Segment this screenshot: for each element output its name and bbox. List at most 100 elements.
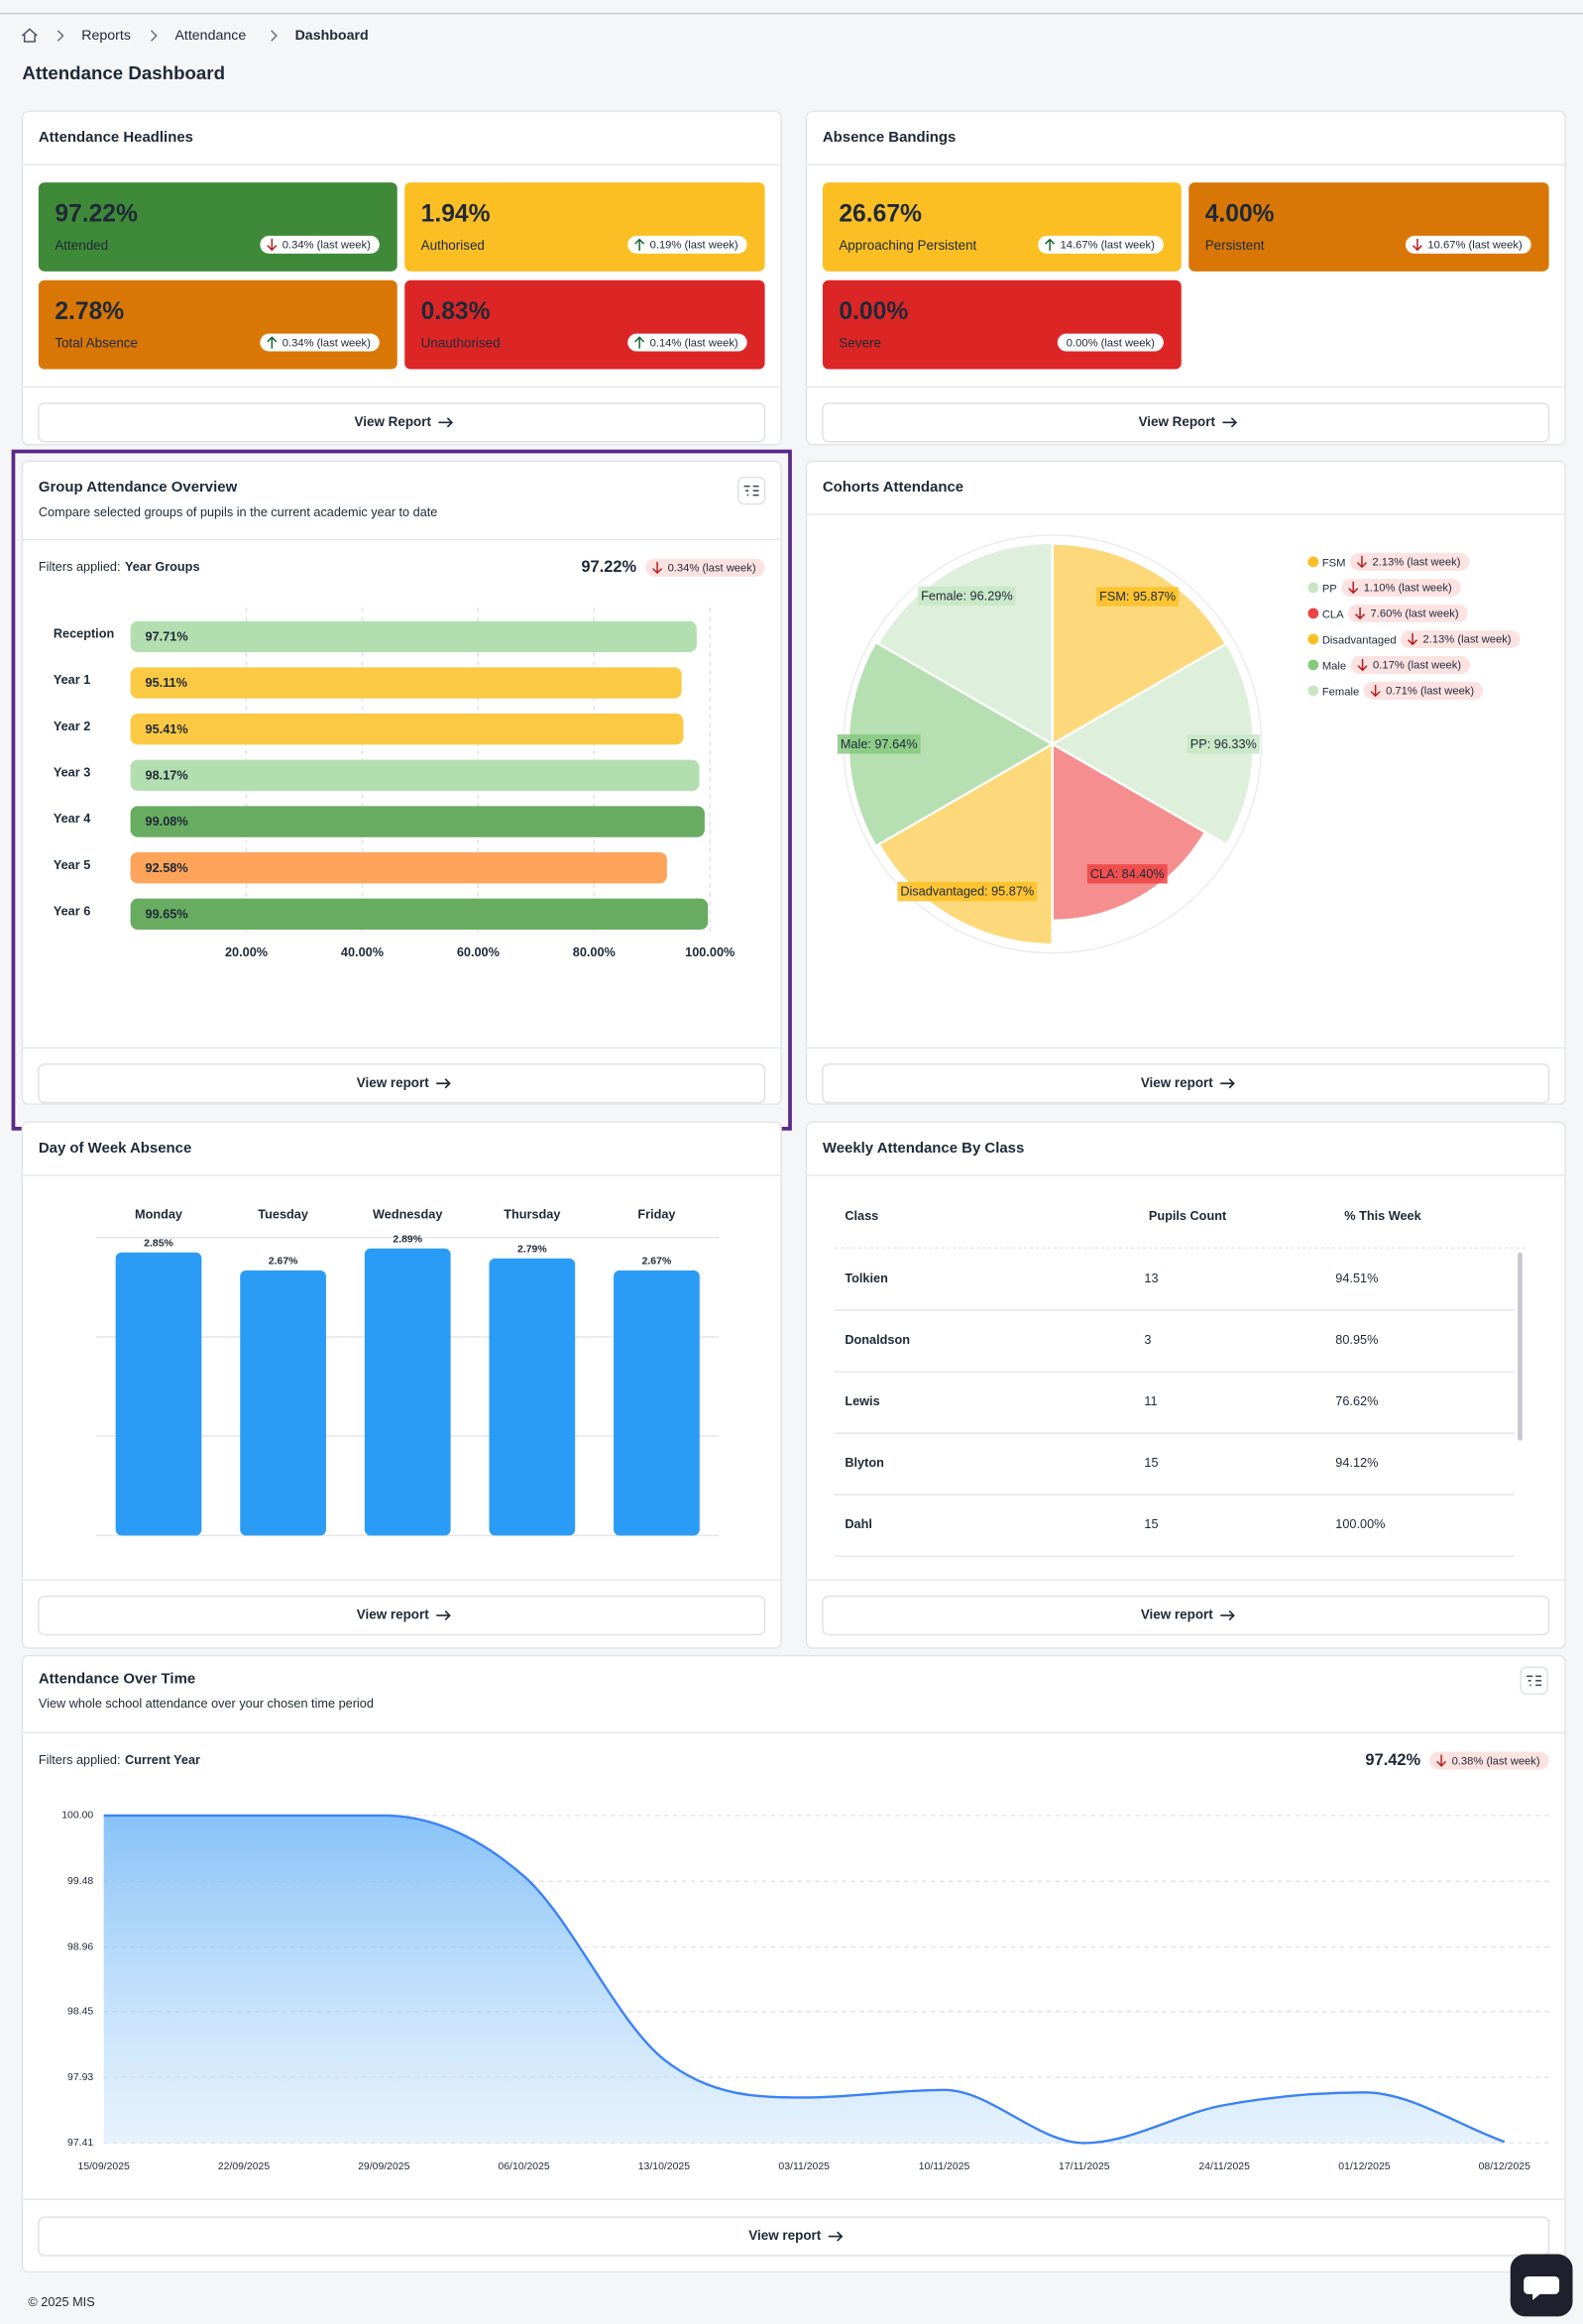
x-tick-label: 60.00% (457, 944, 500, 959)
table-cell: 13 (1144, 1271, 1158, 1285)
view-report-button[interactable]: View Report (822, 402, 1550, 443)
arrow-up (634, 336, 645, 349)
arrow-down (267, 238, 278, 252)
total-value: 97.22% (581, 558, 636, 576)
change-badge: 0.34% (last week) (645, 558, 765, 577)
data-label-bg (1096, 587, 1180, 607)
legend-label: FSM (1322, 557, 1346, 569)
stat-label: Total Absence (55, 336, 138, 351)
view-report-button[interactable]: View report (38, 1063, 766, 1104)
x-tick-label: 06/10/2025 (498, 2161, 550, 2172)
bar (130, 759, 700, 792)
change-badge: 7.60% (last week) (1348, 604, 1468, 622)
badge-bg (1038, 235, 1164, 254)
card-title: Attendance Over Time (39, 1670, 195, 1687)
view-report-button[interactable]: View report (38, 1595, 766, 1636)
button-label[interactable]: View report (1141, 1607, 1213, 1622)
button-bg[interactable] (822, 1063, 1550, 1104)
button-bg[interactable] (38, 1063, 766, 1104)
view-report-button[interactable]: View report (822, 1595, 1550, 1636)
view-report-button[interactable]: View report (38, 2216, 1550, 2257)
arrow-down (1412, 238, 1422, 252)
button-label[interactable]: View report (1141, 1075, 1213, 1090)
arrow-down (1355, 607, 1366, 620)
button-arrow[interactable] (1220, 1078, 1235, 1089)
bar (614, 1270, 700, 1536)
x-tick-label: 100.00% (685, 944, 735, 959)
change-text: 1.10% (last week) (1364, 583, 1452, 595)
badge-bg (1349, 552, 1470, 571)
legend-swatch (1307, 556, 1319, 568)
stat-label: Authorised (421, 238, 485, 253)
change-text: 2.13% (last week) (1372, 557, 1460, 569)
y-tick-label: Year 4 (54, 811, 90, 826)
button-arrow[interactable] (436, 1609, 451, 1621)
arrow-down (1357, 658, 1368, 672)
table-cell: 15 (1144, 1516, 1158, 1531)
button-bg[interactable] (38, 402, 766, 443)
button-arrow[interactable] (438, 417, 454, 428)
x-tick-label: 01/12/2025 (1338, 2161, 1391, 2172)
x-tick-label: 08/12/2025 (1479, 2161, 1531, 2172)
change-badge: 0.38% (last week) (1429, 1751, 1549, 1770)
filter-value: Current Year (125, 1752, 200, 1767)
filter-icon[interactable] (1526, 1675, 1542, 1687)
data-label: 2.67% (269, 1257, 298, 1268)
button-label[interactable]: View report (357, 1075, 429, 1090)
stat-label: Approaching Persistent (839, 238, 976, 253)
button-arrow[interactable] (436, 1078, 451, 1089)
home-icon (21, 28, 38, 43)
badge-bg (1350, 655, 1471, 674)
badge-bg (1348, 604, 1468, 622)
arrow-up (267, 336, 278, 349)
y-tick-label: 98.96 (67, 1941, 93, 1952)
x-tick-label: 29/09/2025 (358, 2161, 410, 2172)
x-tick-label: 22/09/2025 (218, 2161, 271, 2172)
data-label: 95.11% (146, 675, 187, 690)
total-value: 97.42% (1365, 1751, 1420, 1769)
data-label: 98.17% (146, 767, 188, 782)
x-tick-label: Monday (135, 1207, 182, 1222)
button-arrow[interactable] (828, 2231, 844, 2242)
change-text: 0.14% (last week) (650, 337, 738, 349)
filters-label: Filters applied: (39, 1752, 121, 1767)
button-bg[interactable] (38, 2216, 1550, 2257)
view-report-button[interactable]: View report (822, 1063, 1550, 1104)
button-label[interactable]: View report (357, 1607, 429, 1622)
button-bg[interactable] (822, 402, 1550, 443)
button-bg[interactable] (38, 1595, 766, 1636)
card-title: Cohorts Attendance (823, 479, 963, 496)
table-cell: Tolkien (845, 1271, 888, 1285)
legend-swatch (1307, 608, 1319, 619)
button-label[interactable]: View Report (355, 414, 432, 429)
button-arrow[interactable] (1222, 417, 1238, 428)
change-text: 0.71% (last week) (1386, 686, 1474, 698)
y-tick-label: Year 3 (54, 764, 90, 779)
table-cell: 3 (1144, 1332, 1151, 1347)
button-label[interactable]: View Report (1139, 414, 1216, 429)
arrow-down (1408, 632, 1418, 646)
change-text: 0.34% (last week) (283, 337, 371, 349)
card-title: Attendance Headlines (39, 129, 193, 146)
y-tick-label: Reception (54, 626, 114, 641)
legend-label: Male (1322, 660, 1346, 672)
badge-bg (1057, 333, 1164, 352)
button-arrow[interactable] (1220, 1609, 1235, 1621)
view-report-button[interactable]: View Report (38, 402, 766, 443)
stat-label: Persistent (1205, 238, 1265, 253)
x-tick-label: 10/11/2025 (919, 2161, 970, 2172)
arrow-up (1045, 238, 1056, 251)
breadcrumb-item[interactable]: Reports (81, 28, 131, 44)
stat-value: 0.00% (839, 298, 908, 325)
breadcrumb-item[interactable]: Attendance (174, 28, 246, 44)
filter-button[interactable] (1520, 1666, 1548, 1696)
table-cell: Lewis (845, 1393, 879, 1408)
stat-label: Unauthorised (421, 336, 501, 351)
filter-button[interactable] (736, 476, 766, 505)
legend-label: Disadvantaged (1322, 634, 1397, 646)
breadcrumb-item: Dashboard (295, 28, 369, 44)
button-bg[interactable] (822, 1595, 1550, 1636)
filter-icon[interactable] (743, 485, 759, 497)
button-label[interactable]: View report (748, 2228, 821, 2243)
change-badge: 0.71% (last week) (1363, 682, 1484, 700)
